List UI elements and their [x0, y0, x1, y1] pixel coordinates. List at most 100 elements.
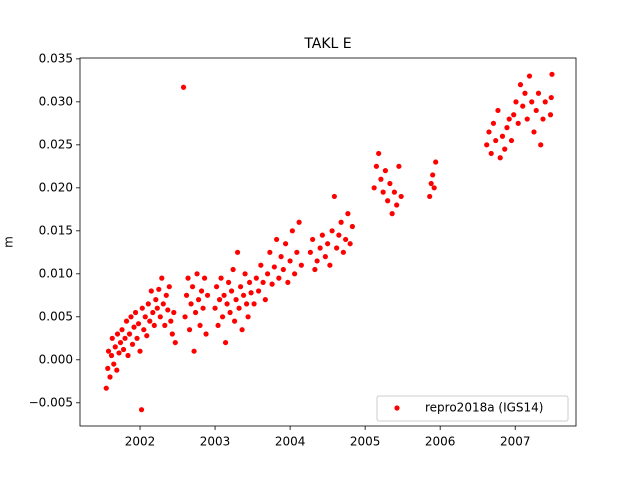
data-point [186, 327, 193, 333]
data-point [132, 309, 139, 316]
legend-marker [394, 405, 400, 411]
data-point [488, 150, 494, 157]
data-point [255, 288, 262, 294]
data-point [125, 352, 131, 359]
data-point [276, 275, 282, 281]
data-point [114, 367, 120, 373]
legend: repro2018a (IGS14) [376, 395, 569, 422]
data-point [166, 284, 172, 290]
data-point [160, 301, 166, 307]
data-point [198, 288, 205, 294]
data-point [233, 297, 239, 303]
data-point [169, 331, 175, 337]
data-point [225, 279, 232, 286]
data-point [280, 266, 286, 273]
data-point [123, 318, 130, 324]
legend-box [376, 395, 569, 422]
data-point [157, 314, 163, 320]
data-point [135, 321, 142, 327]
data-point [242, 271, 248, 277]
data-point [218, 275, 224, 281]
data-point [204, 292, 211, 298]
data-point [522, 90, 528, 96]
data-point [349, 223, 355, 230]
data-point [538, 142, 544, 148]
data-point [529, 99, 535, 105]
data-point [150, 309, 156, 316]
data-point [524, 116, 530, 122]
data-point [289, 228, 295, 234]
data-point [262, 297, 268, 303]
y-tick-label: 0.030 [39, 94, 73, 108]
data-point [338, 219, 344, 225]
data-point [373, 163, 379, 169]
data-point [112, 344, 118, 350]
data-point [334, 245, 340, 251]
plot-area [103, 71, 555, 413]
data-point [239, 327, 245, 333]
data-point [484, 142, 490, 148]
x-tick-label: 2002 [125, 435, 156, 449]
data-point [378, 176, 384, 182]
data-point [185, 275, 191, 281]
data-point [246, 279, 253, 286]
data-point [134, 335, 140, 341]
data-point [273, 236, 280, 243]
data-point [224, 301, 230, 307]
data-point [154, 305, 160, 311]
data-point [144, 333, 150, 339]
data-point [221, 292, 227, 298]
data-point [533, 107, 539, 114]
data-point [137, 348, 143, 354]
data-point [200, 305, 206, 311]
data-point [428, 180, 434, 187]
data-point [298, 262, 304, 268]
data-point [107, 374, 113, 380]
x-tick-label: 2006 [425, 435, 456, 449]
data-point [327, 262, 333, 268]
data-point [294, 249, 300, 255]
data-point [119, 327, 125, 333]
data-point [215, 322, 221, 329]
data-point [385, 198, 391, 204]
data-point [162, 322, 168, 329]
data-point [431, 185, 437, 191]
data-point [382, 168, 389, 174]
data-point [172, 339, 178, 346]
data-point [517, 82, 524, 88]
y-tick-label: −0.005 [29, 395, 73, 409]
data-point [493, 137, 499, 144]
data-point [310, 236, 316, 243]
data-point [165, 307, 171, 313]
y-tick-label: 0.005 [39, 309, 73, 323]
data-point [391, 189, 398, 195]
data-point [171, 309, 177, 316]
data-point [203, 331, 209, 337]
data-point [547, 112, 554, 118]
data-point [497, 155, 503, 161]
data-point [231, 318, 238, 324]
data-point [376, 150, 382, 157]
data-point [495, 107, 501, 114]
data-point [371, 185, 377, 191]
data-point [197, 322, 203, 329]
legend-label: repro2018a (IGS14) [425, 401, 543, 415]
data-point [213, 284, 220, 290]
data-point [195, 297, 202, 303]
data-point [520, 103, 526, 109]
x-tick-label: 2007 [500, 435, 531, 449]
data-point [506, 116, 512, 122]
data-point [131, 324, 137, 330]
data-point [531, 129, 537, 135]
data-point [237, 284, 244, 290]
data-point [264, 271, 271, 277]
data-point [331, 193, 337, 200]
data-point [188, 301, 194, 307]
y-tick-label: 0.010 [39, 266, 73, 280]
y-tick-label: 0.000 [39, 352, 73, 366]
data-point [151, 322, 157, 329]
data-point [117, 339, 124, 346]
data-point [526, 73, 533, 79]
data-point [396, 163, 402, 169]
